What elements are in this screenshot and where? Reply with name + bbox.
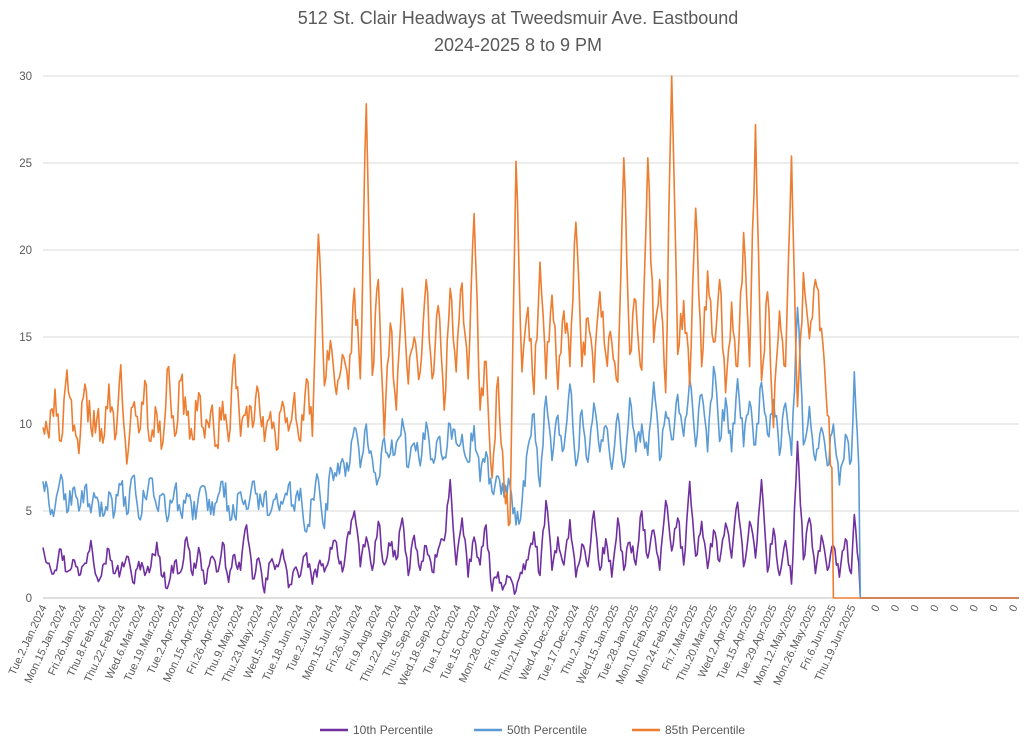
x-tick-label: 0 [987, 603, 1000, 614]
x-tick-label: 0 [948, 603, 961, 614]
x-tick-label: 0 [1007, 603, 1020, 614]
legend-label: 85th Percentile [665, 723, 745, 737]
x-tick-label: 0 [968, 603, 981, 614]
y-tick-label: 20 [19, 245, 32, 257]
y-axis-ticks: 0 5 10 15 20 25 30 [19, 71, 32, 605]
y-tick-label: 5 [26, 506, 32, 518]
legend-item: 85th Percentile [632, 723, 745, 737]
y-tick-label: 0 [26, 593, 32, 605]
x-axis-ticks: Tue.2.Jan.2024Mon.15.Jan.2024Fri.26.Jan.… [7, 603, 1021, 688]
y-tick-label: 30 [19, 71, 32, 83]
x-tick-label: 0 [889, 603, 902, 614]
legend: 10th Percentile 50th Percentile 85th Perce… [320, 723, 745, 737]
legend-label: 10th Percentile [353, 723, 433, 737]
legend-item: 50th Percentile [474, 723, 587, 737]
series-lines [42, 75, 1019, 599]
series-line-3 [42, 75, 1019, 599]
legend-label: 50th Percentile [507, 723, 587, 737]
x-tick-label: 0 [869, 603, 882, 614]
y-tick-label: 25 [19, 158, 32, 170]
y-tick-label: 10 [19, 419, 32, 431]
x-tick-label: 0 [928, 603, 941, 614]
chart-title: 512 St. Clair Headways at Tweedsmuir Ave… [298, 8, 739, 28]
gridlines [43, 75, 1019, 599]
y-tick-label: 15 [19, 332, 32, 344]
series-line-2 [42, 306, 1019, 599]
series-line-1 [42, 440, 1019, 599]
x-tick-label: 0 [909, 603, 922, 614]
legend-item: 10th Percentile [320, 723, 433, 737]
chart-subtitle: 2024-2025 8 to 9 PM [434, 35, 602, 55]
